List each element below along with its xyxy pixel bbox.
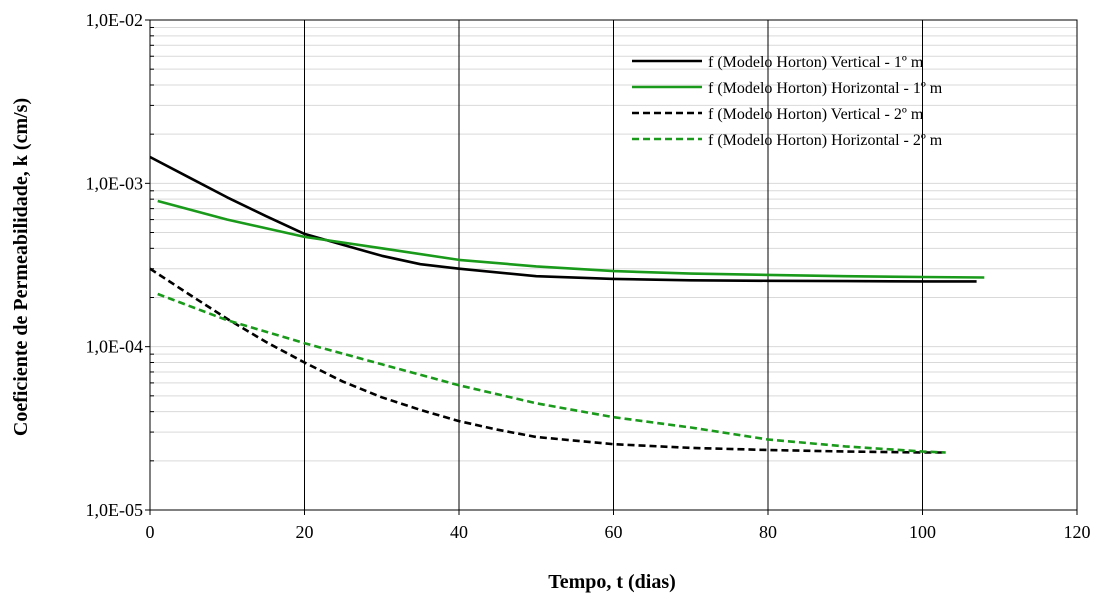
y-tick-label: 1,0E-02	[86, 10, 144, 30]
series-lines	[149, 155, 985, 454]
series-line-4	[157, 292, 946, 454]
x-tick-label: 120	[1064, 522, 1091, 542]
y-tick-label: 1,0E-03	[86, 173, 144, 193]
x-tick-label: 60	[605, 522, 623, 542]
legend-label: f (Modelo Horton) Vertical - 2º m	[708, 106, 924, 123]
x-tick-label: 80	[759, 522, 777, 542]
y-tick-label: 1,0E-04	[86, 337, 144, 357]
series-line-1	[149, 155, 977, 283]
series-line-2	[157, 199, 985, 279]
x-tick-label: 100	[909, 522, 936, 542]
x-tick-label: 20	[296, 522, 314, 542]
y-tick-label: 1,0E-05	[86, 500, 144, 520]
y-axis-title: Coeficiente de Permeabilidade, k (cm/s)	[10, 98, 32, 436]
legend-label: f (Modelo Horton) Horizontal - 1º m	[708, 80, 943, 97]
series-line-3	[149, 267, 946, 454]
x-tick-label: 0	[146, 522, 155, 542]
x-axis-title: Tempo, t (dias)	[548, 571, 676, 593]
legend-label: f (Modelo Horton) Horizontal - 2º m	[708, 132, 943, 149]
legend-label: f (Modelo Horton) Vertical - 1º m	[708, 54, 924, 71]
axis-ticks: 1,0E-05 1,0E-04 1,0E-03 1,0E-02 0 20 40 60 80 100…	[86, 10, 1091, 542]
legend: f (Modelo Horton) Vertical - 1º m f (Mode…	[632, 54, 943, 149]
x-tick-label: 40	[450, 522, 468, 542]
